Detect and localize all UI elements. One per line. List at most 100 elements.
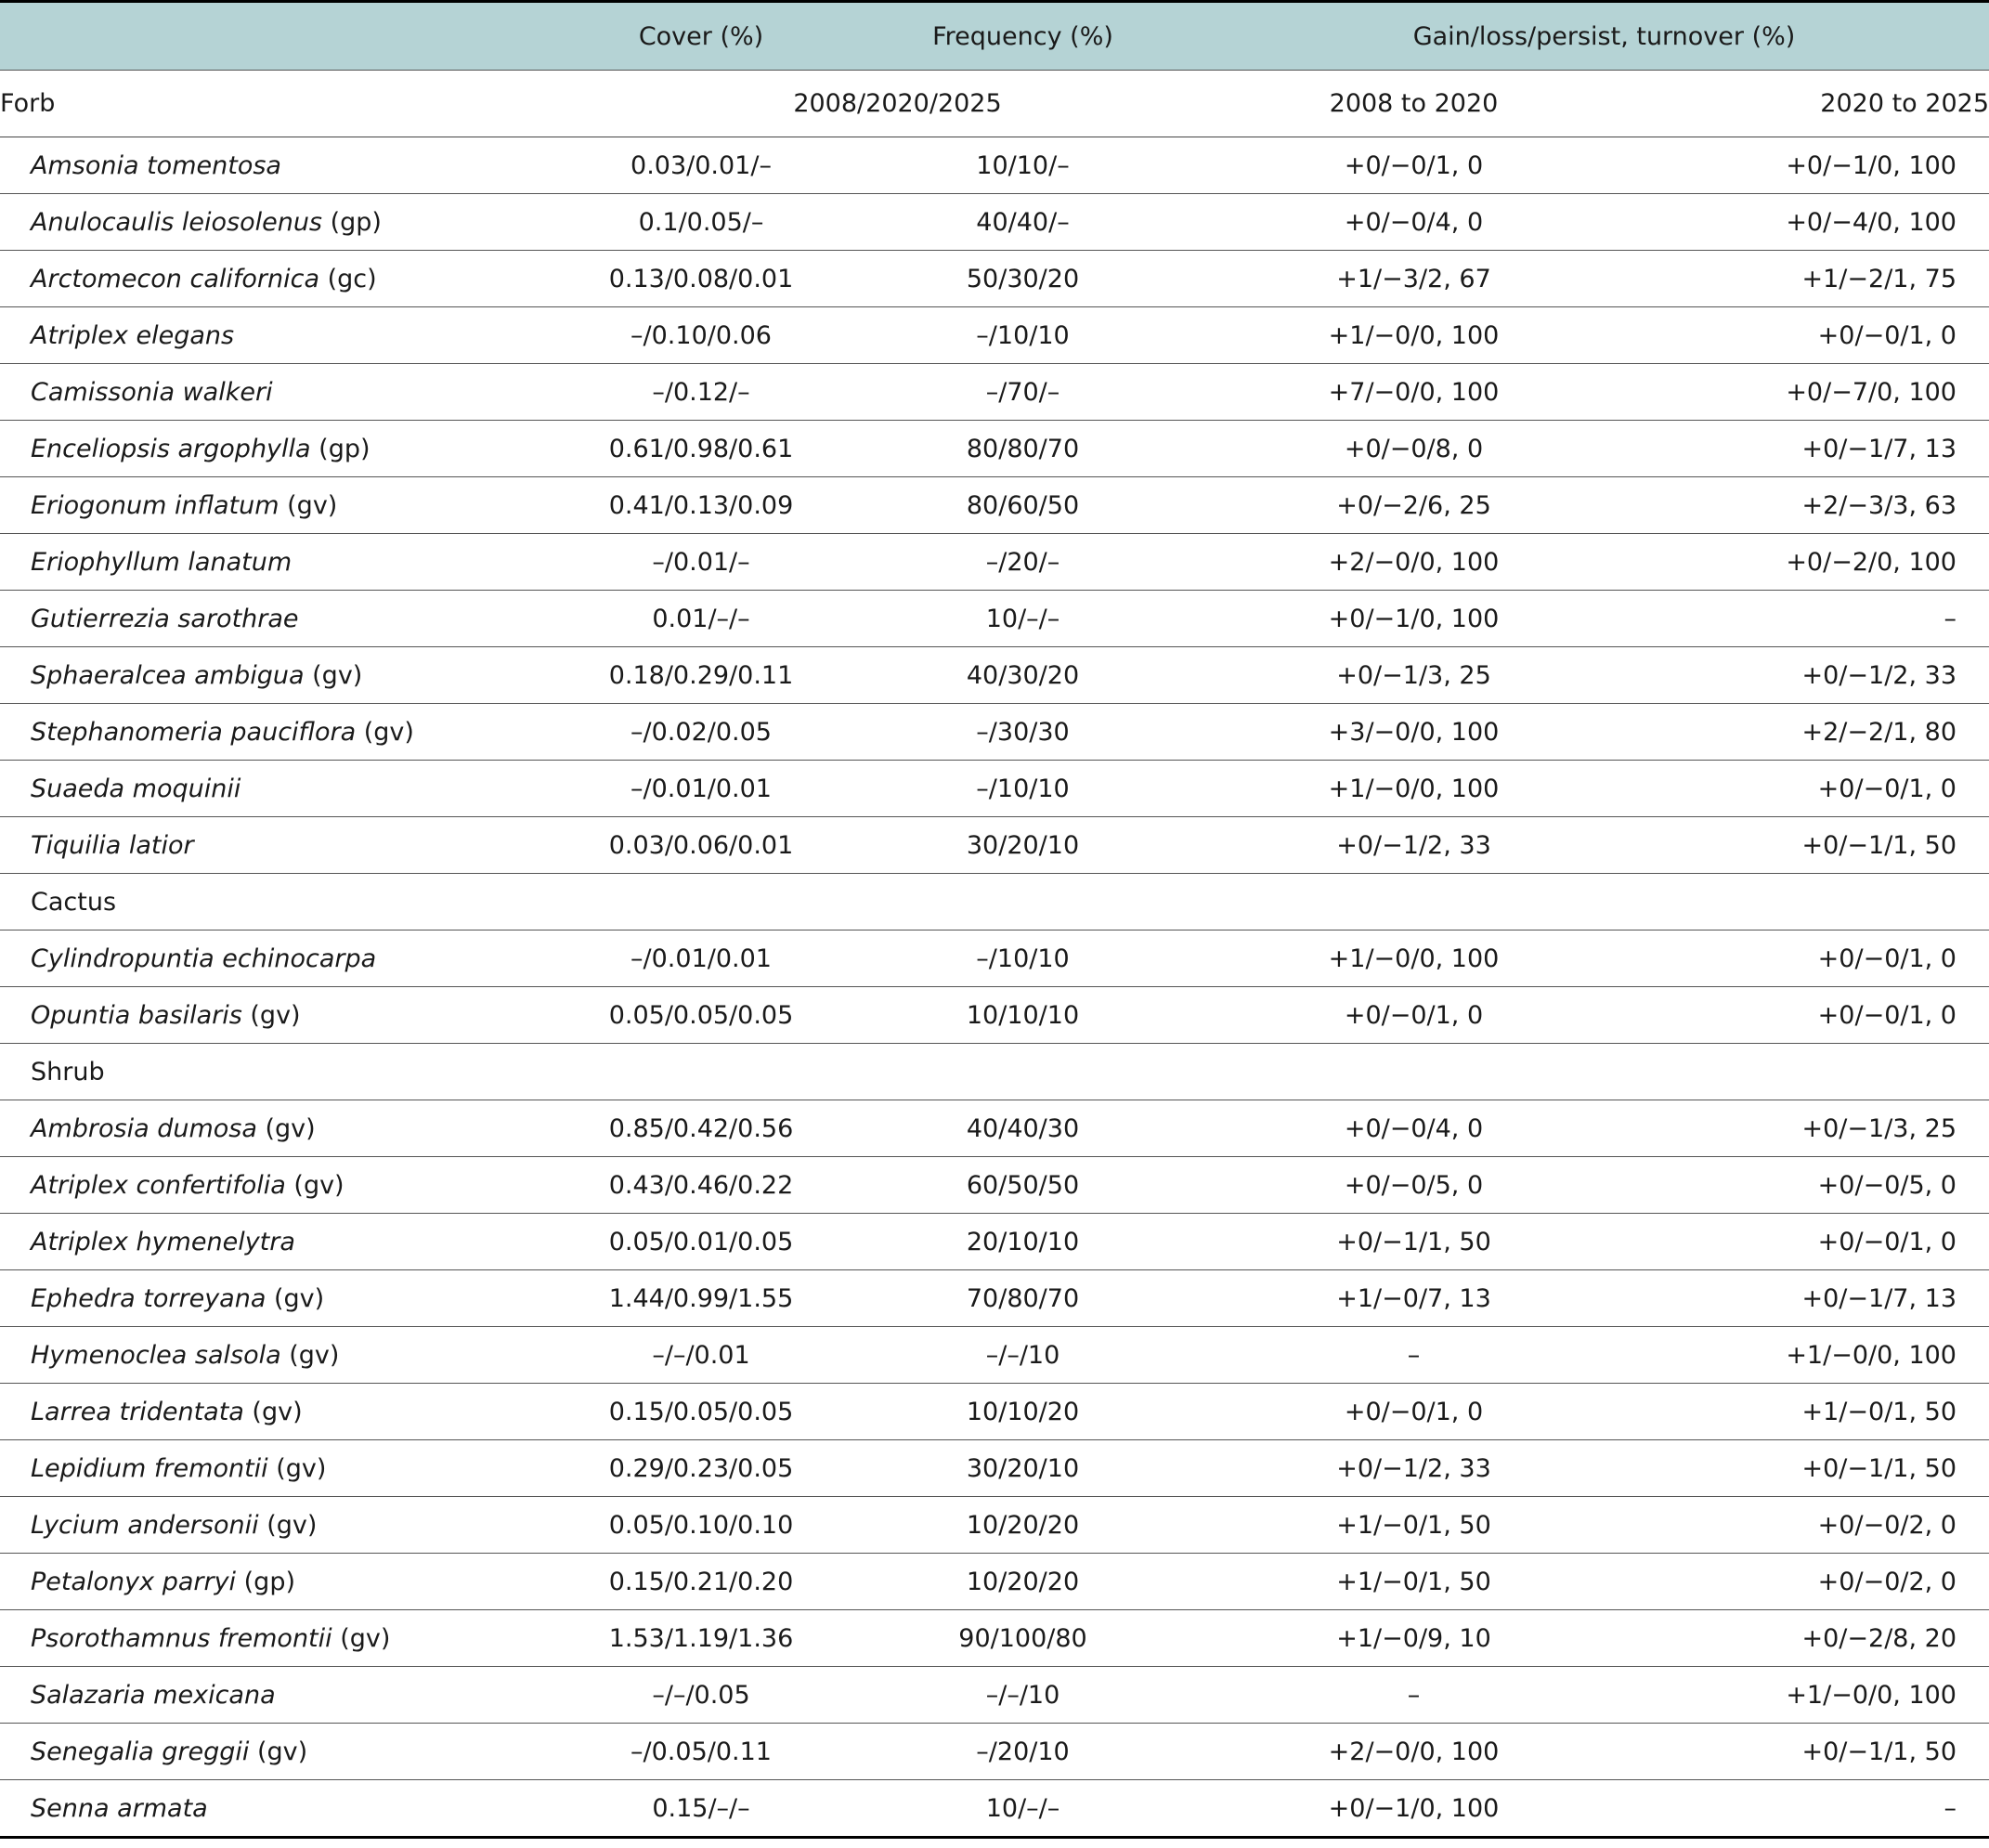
species-code: (gv) bbox=[280, 1340, 340, 1370]
header-row: Cover (%) Frequency (%) Gain/loss/persis… bbox=[0, 0, 1989, 71]
frequency-cell: –/10/10 bbox=[826, 306, 1219, 364]
table-row: Larrea tridentata (gv) 0.15/0.05/0.05 10/1… bbox=[0, 1383, 1989, 1440]
gain-2008-2020-cell: +3/−0/0, 100 bbox=[1219, 703, 1608, 761]
species-code: (gv) bbox=[241, 1000, 301, 1030]
table-row: Stephanomeria pauciflora (gv) –/0.02/0.05… bbox=[0, 703, 1989, 761]
species-code: (gv) bbox=[243, 1397, 303, 1426]
species-name: Arctomecon californica bbox=[31, 264, 320, 293]
species-code: (gp) bbox=[236, 1567, 295, 1596]
species-code: (gv) bbox=[332, 1623, 391, 1653]
species-name: Petalonyx parryi bbox=[31, 1567, 237, 1596]
gain-2020-2025-cell: +0/−2/8, 20 bbox=[1608, 1609, 1989, 1667]
species-cell: Enceliopsis argophylla (gp) bbox=[0, 420, 576, 477]
frequency-cell: –/–/10 bbox=[826, 1666, 1219, 1724]
gain-2020-2025-cell: +0/−1/7, 13 bbox=[1608, 1269, 1989, 1327]
species-cell: Hymenoclea salsola (gv) bbox=[0, 1326, 576, 1384]
table-row: Eriophyllum lanatum –/0.01/– –/20/– +2/−0/0… bbox=[0, 533, 1989, 591]
species-cell: Ambrosia dumosa (gv) bbox=[0, 1100, 576, 1157]
species-cell: Cylindropuntia echinocarpa bbox=[0, 930, 576, 987]
frequency-cell: 10/10/10 bbox=[826, 986, 1219, 1044]
frequency-cell: –/20/– bbox=[826, 533, 1219, 591]
gain-2008-2020-cell: +1/−0/1, 50 bbox=[1219, 1496, 1608, 1554]
cover-cell: 0.15/0.05/0.05 bbox=[576, 1383, 826, 1440]
cover-cell: 0.05/0.01/0.05 bbox=[576, 1213, 826, 1270]
group-label: Shrub bbox=[0, 1043, 1989, 1100]
gain-2020-2025-cell: +0/−7/0, 100 bbox=[1608, 363, 1989, 421]
gain-2020-2025-cell: +0/−0/1, 0 bbox=[1608, 760, 1989, 817]
species-cell: Suaeda moquinii bbox=[0, 760, 576, 817]
table-row: Salazaria mexicana –/–/0.05 –/–/10– +1/−0/0… bbox=[0, 1666, 1989, 1724]
frequency-cell: 60/50/50 bbox=[826, 1156, 1219, 1214]
table-row: Amsonia tomentosa 0.03/0.01/– 10/10/– +0/−0… bbox=[0, 137, 1989, 194]
gain-2008-2020-cell: +0/−1/0, 100 bbox=[1219, 590, 1608, 647]
cover-cell: 0.1/0.05/– bbox=[576, 193, 826, 251]
frequency-cell: –/30/30 bbox=[826, 703, 1219, 761]
cover-cell: 0.29/0.23/0.05 bbox=[576, 1439, 826, 1497]
gain-2008-2020-cell: – bbox=[1219, 1326, 1608, 1384]
species-cell: Stephanomeria pauciflora (gv) bbox=[0, 703, 576, 761]
frequency-cell: –/–/10 bbox=[826, 1326, 1219, 1384]
gain-2008-2020-cell: +0/−1/0, 100 bbox=[1219, 1779, 1608, 1839]
gain-2020-2025-cell: +1/−2/1, 75 bbox=[1608, 250, 1989, 307]
table-row: Senegalia greggii (gv) –/0.05/0.11 –/20/10… bbox=[0, 1723, 1989, 1780]
gain-2020-2025-cell: +1/−0/0, 100 bbox=[1608, 1666, 1989, 1724]
gain-2008-2020-cell: +1/−0/0, 100 bbox=[1219, 306, 1608, 364]
cover-cell: 0.03/0.01/– bbox=[576, 137, 826, 194]
species-cell: Anulocaulis leiosolenus (gp) bbox=[0, 193, 576, 251]
species-name: Lepidium fremontii bbox=[31, 1453, 268, 1483]
gain-2008-2020-cell: +0/−0/1, 0 bbox=[1219, 1383, 1608, 1440]
header-gain-loss: Gain/loss/persist, turnover (%) bbox=[1219, 0, 1989, 71]
species-code: (gv) bbox=[249, 1737, 308, 1766]
table-row: Eriogonum inflatum (gv) 0.41/0.13/0.09 80/… bbox=[0, 476, 1989, 534]
species-cell: Eriophyllum lanatum bbox=[0, 533, 576, 591]
gain-2008-2020-cell: +1/−0/7, 13 bbox=[1219, 1269, 1608, 1327]
species-name: Cylindropuntia echinocarpa bbox=[31, 944, 377, 973]
cover-cell: –/0.01/0.01 bbox=[576, 930, 826, 987]
gain-2008-2020-cell: +7/−0/0, 100 bbox=[1219, 363, 1608, 421]
cover-cell: –/0.02/0.05 bbox=[576, 703, 826, 761]
species-cell: Atriplex confertifolia (gv) bbox=[0, 1156, 576, 1214]
species-code: (gc) bbox=[319, 264, 377, 293]
species-name: Eriogonum inflatum bbox=[31, 490, 280, 520]
species-cell: Salazaria mexicana bbox=[0, 1666, 576, 1724]
species-cell: Atriplex elegans bbox=[0, 306, 576, 364]
cover-cell: 0.85/0.42/0.56 bbox=[576, 1100, 826, 1157]
species-cell: Psorothamnus fremontii (gv) bbox=[0, 1609, 576, 1667]
gain-2020-2025-cell: – bbox=[1608, 1779, 1989, 1839]
gain-2020-2025-cell: +0/−0/1, 0 bbox=[1608, 930, 1989, 987]
table-row: Lycium andersonii (gv) 0.05/0.10/0.10 10/2… bbox=[0, 1496, 1989, 1554]
table-row: Lepidium fremontii (gv) 0.29/0.23/0.05 30/… bbox=[0, 1439, 1989, 1497]
gain-2008-2020-cell: +0/−2/6, 25 bbox=[1219, 476, 1608, 534]
species-cell: Lycium andersonii (gv) bbox=[0, 1496, 576, 1554]
species-cell: Senegalia greggii (gv) bbox=[0, 1723, 576, 1780]
frequency-cell: 70/80/70 bbox=[826, 1269, 1219, 1327]
table-row: Camissonia walkeri –/0.12/– –/70/– +7/−0/0,… bbox=[0, 363, 1989, 421]
cover-cell: –/–/0.05 bbox=[576, 1666, 826, 1724]
gain-2020-2025-cell: +0/−1/3, 25 bbox=[1608, 1100, 1989, 1157]
gain-2020-2025-cell: +0/−0/2, 0 bbox=[1608, 1553, 1989, 1610]
gain-2008-2020-cell: +2/−0/0, 100 bbox=[1219, 533, 1608, 591]
species-code: (gv) bbox=[304, 660, 363, 690]
gain-2008-2020-cell: +2/−0/0, 100 bbox=[1219, 1723, 1608, 1780]
table-row: Sphaeralcea ambigua (gv) 0.18/0.29/0.11 40… bbox=[0, 646, 1989, 704]
cover-cell: 1.53/1.19/1.36 bbox=[576, 1609, 826, 1667]
gain-2020-2025-cell: +0/−1/1, 50 bbox=[1608, 1723, 1989, 1780]
cover-cell: 0.18/0.29/0.11 bbox=[576, 646, 826, 704]
frequency-cell: 80/60/50 bbox=[826, 476, 1219, 534]
species-cell: Arctomecon californica (gc) bbox=[0, 250, 576, 307]
frequency-cell: 10/10/20 bbox=[826, 1383, 1219, 1440]
cover-cell: –/–/0.01 bbox=[576, 1326, 826, 1384]
group-label: Cactus bbox=[0, 873, 1989, 931]
species-code: (gv) bbox=[356, 717, 414, 747]
gain-2008-2020-cell: +1/−0/0, 100 bbox=[1219, 760, 1608, 817]
gain-2020-2025-cell: +0/−0/1, 0 bbox=[1608, 986, 1989, 1044]
cover-cell: 0.01/–/– bbox=[576, 590, 826, 647]
species-name: Camissonia walkeri bbox=[31, 377, 273, 407]
cover-cell: 0.05/0.10/0.10 bbox=[576, 1496, 826, 1554]
species-name: Salazaria mexicana bbox=[31, 1680, 276, 1710]
frequency-cell: 10/–/– bbox=[826, 1779, 1219, 1839]
gain-2008-2020-cell: +1/−0/0, 100 bbox=[1219, 930, 1608, 987]
header-cover: Cover (%) bbox=[638, 21, 764, 51]
cover-cell: –/0.01/0.01 bbox=[576, 760, 826, 817]
species-cell: Ephedra torreyana (gv) bbox=[0, 1269, 576, 1327]
